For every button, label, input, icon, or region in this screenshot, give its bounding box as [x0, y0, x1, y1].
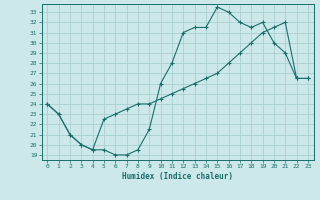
X-axis label: Humidex (Indice chaleur): Humidex (Indice chaleur)	[122, 172, 233, 181]
